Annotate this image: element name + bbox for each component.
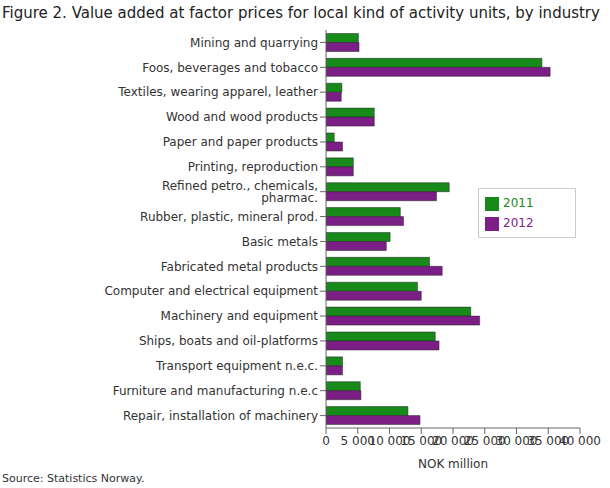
svg-text:Refined petro., chemicals,phar: Refined petro., chemicals,pharmac. bbox=[162, 179, 318, 205]
svg-text:Transport equipment n.e.c.: Transport equipment n.e.c. bbox=[155, 359, 318, 373]
svg-text:Textiles, wearing apparel, lea: Textiles, wearing apparel, leather bbox=[117, 85, 318, 99]
svg-text:Basic metals: Basic metals bbox=[242, 235, 318, 249]
svg-text:0: 0 bbox=[322, 434, 330, 448]
svg-text:Fabricated metal products: Fabricated metal products bbox=[161, 260, 318, 274]
svg-text:Mining and quarrying: Mining and quarrying bbox=[190, 36, 318, 50]
svg-text:30 000: 30 000 bbox=[495, 433, 538, 448]
html-text:Source: Statistics Norway.: Source: Statistics Norway. bbox=[2, 472, 145, 485]
svg-text:20 000: 20 000 bbox=[432, 433, 474, 448]
svg-text:Ships, boats and oil-platforms: Ships, boats and oil-platforms bbox=[139, 334, 318, 348]
svg-text:Wood and wood products: Wood and wood products bbox=[166, 110, 318, 124]
html-text:Figure 2. Value added at facto: Figure 2. Value added at factor prices f… bbox=[2, 4, 600, 22]
html-text:2012: 2012 bbox=[503, 216, 534, 230]
svg-text:Computer and electrical equipm: Computer and electrical equipment bbox=[104, 284, 318, 298]
svg-text:25 000: 25 000 bbox=[463, 433, 506, 448]
svg-text:Paper and paper products: Paper and paper products bbox=[163, 135, 318, 149]
svg-text:Foos, beverages and tobacco: Foos, beverages and tobacco bbox=[142, 61, 318, 75]
svg-text:40 000: 40 000 bbox=[559, 434, 601, 448]
svg-text:5 000: 5 000 bbox=[340, 433, 375, 448]
svg-text:NOK million: NOK million bbox=[418, 457, 488, 468]
svg-text:Printing, reproduction: Printing, reproduction bbox=[188, 160, 318, 174]
svg-text:15 000: 15 000 bbox=[400, 433, 443, 448]
html-text:2011: 2011 bbox=[503, 196, 534, 210]
svg-text:10 000: 10 000 bbox=[368, 433, 411, 448]
svg-text:Furniture and manufacturing n.: Furniture and manufacturing n.e.c bbox=[113, 384, 318, 398]
svg-text:Machinery and equipment: Machinery and equipment bbox=[161, 309, 319, 323]
svg-text:Repair, installation of machin: Repair, installation of machinery bbox=[123, 409, 318, 423]
svg-text:35 000: 35 000 bbox=[527, 433, 570, 448]
svg-text:Rubber, plastic, mineral prod.: Rubber, plastic, mineral prod. bbox=[140, 210, 318, 224]
